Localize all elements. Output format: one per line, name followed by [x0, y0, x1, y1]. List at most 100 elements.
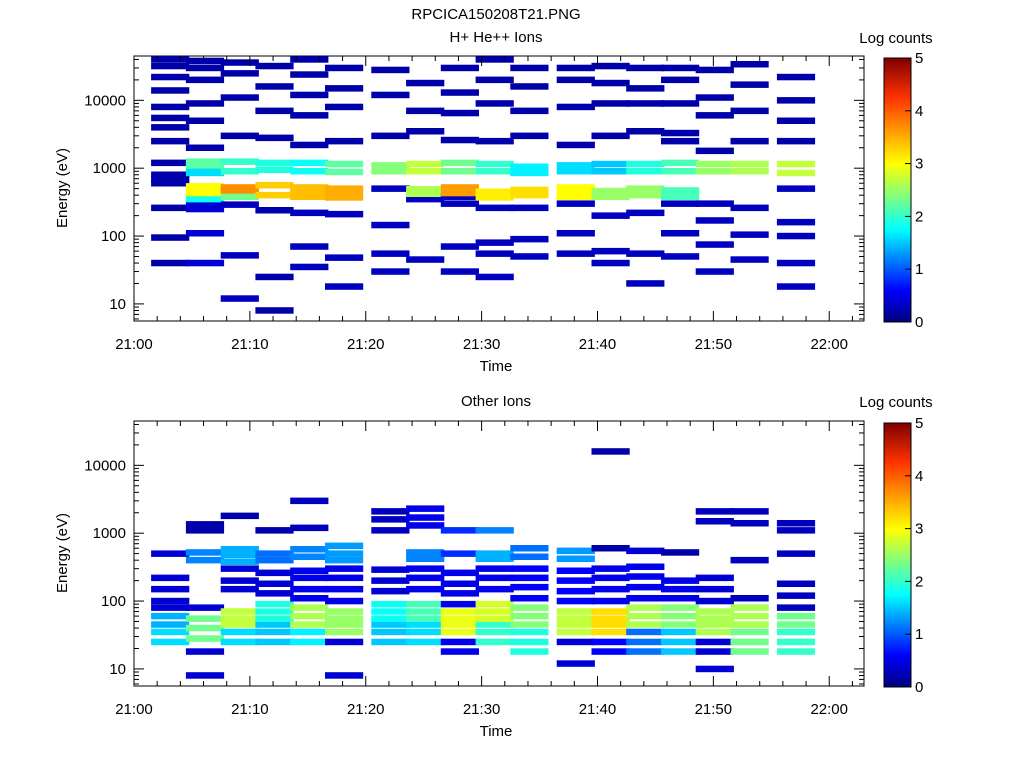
spectrogram-cell: [220, 70, 259, 77]
spectrogram-cell: [406, 600, 445, 608]
spectrogram-cell: [661, 253, 700, 260]
spectrogram-cell: [475, 615, 514, 622]
spectrogram-cell: [255, 166, 294, 173]
spectrogram-cell: [290, 188, 329, 195]
spectrogram-cell: [406, 128, 445, 135]
spectrogram-cell: [290, 546, 329, 553]
spectrogram-cell: [406, 256, 445, 263]
spectrogram-cell: [255, 556, 294, 564]
y-axis: 10 100 1000 10000: [84, 423, 864, 685]
spectrogram-cell: [475, 194, 514, 201]
spectrogram-cell: [151, 550, 190, 557]
spectrogram-cell: [325, 556, 364, 564]
spectrogram-cell: [730, 556, 769, 564]
spectrogram-cell: [255, 638, 294, 646]
spectrogram-cell: [475, 555, 514, 562]
spectrogram-cell: [151, 612, 190, 620]
spectrogram-cell: [220, 59, 259, 66]
colorbar: 0 1 2 3 4 5: [883, 50, 923, 331]
spectrogram-cell: [371, 516, 410, 523]
spectrogram-cell: [510, 638, 549, 646]
spectrogram-cell: [661, 187, 700, 194]
spectrogram-cell: [695, 518, 734, 525]
spectrogram-cell: [730, 638, 769, 646]
spectrogram-cell: [406, 160, 445, 168]
x-tick-label: 21:40: [579, 336, 617, 353]
spectrogram-cell: [371, 168, 410, 175]
spectrogram-cell: [776, 520, 816, 527]
colorbar-tick-label: 5: [915, 415, 923, 432]
colorbar-tick-label: 0: [915, 314, 923, 331]
spectrogram-cell: [255, 600, 294, 608]
spectrogram-cell: [510, 553, 549, 560]
spectrogram-cell: [440, 527, 479, 534]
spectrogram-cell: [730, 612, 769, 620]
spectrogram-cell: [475, 160, 514, 168]
spectrogram-cell: [185, 57, 225, 65]
y-tick-label: 1000: [93, 160, 126, 177]
spectrogram-cell: [371, 608, 410, 615]
spectrogram-cell: [185, 549, 225, 556]
spectrogram-cell: [626, 160, 665, 168]
spectrogram-cell: [556, 184, 595, 191]
spectrogram-cell: [255, 615, 294, 622]
spectrogram-cell: [371, 587, 410, 595]
x-tick-label: 21:20: [347, 336, 385, 353]
spectrogram-cell: [325, 638, 364, 646]
spectrogram-cell: [406, 186, 445, 193]
y-tick-label: 10000: [84, 457, 126, 474]
spectrogram-cell: [695, 66, 734, 74]
spectrogram-cell: [626, 128, 665, 135]
spectrogram-cell: [776, 169, 816, 177]
spectrogram-cell: [371, 221, 410, 229]
spectrogram-cell: [475, 550, 514, 557]
spectrogram-cell: [406, 522, 445, 529]
y-axis: 10 100 1000 10000: [84, 58, 864, 320]
spectrogram-cell: [185, 205, 225, 213]
spectrogram-cell: [730, 604, 769, 611]
spectrogram-cell: [730, 621, 769, 628]
spectrogram-cell: [591, 574, 630, 582]
spectrogram-cell: [406, 168, 445, 175]
spectrogram-cell: [185, 166, 225, 173]
spectrogram-cell: [220, 252, 259, 259]
colorbar-tick-label: 2: [915, 208, 923, 225]
spectrogram-cell: [510, 163, 549, 170]
spectrogram-cell: [325, 672, 364, 679]
spectrogram-cell: [290, 159, 329, 167]
x-axis: 21:00 21:10 21:20 21:30 21:40 21:50 22:00: [115, 421, 853, 718]
y-tick-label: 10: [109, 296, 126, 313]
spectrogram-cell: [325, 194, 364, 201]
colorbar-tick-label: 3: [915, 521, 923, 538]
spectrogram-cell: [661, 638, 700, 646]
spectrogram-cell: [185, 648, 225, 655]
spectrogram-cell: [406, 505, 445, 512]
spectrogram-cell: [510, 545, 549, 552]
spectrogram-cell: [510, 612, 549, 620]
spectrogram-cell: [440, 628, 479, 636]
spectrogram-cell: [440, 64, 479, 72]
spectrogram-cell: [325, 103, 364, 111]
spectrogram-cell: [406, 638, 445, 646]
spectrogram-cell: [475, 621, 514, 628]
spectrogram-cell: [255, 608, 294, 615]
spectrogram-cell: [220, 638, 259, 646]
spectrogram-cell: [776, 97, 816, 104]
spectrogram-cell: [371, 600, 410, 608]
x-tick-label: 21:20: [347, 701, 385, 718]
spectrogram-cell: [591, 608, 630, 615]
spectrogram-cell: [151, 137, 190, 145]
spectrogram-cell: [440, 648, 479, 655]
page-title: RPCICA150208T21.PNG: [411, 6, 580, 23]
spectrogram-cell: [371, 508, 410, 515]
spectrogram-cell: [661, 621, 700, 628]
spectrogram-cell: [510, 604, 549, 611]
spectrogram-cell: [290, 184, 329, 191]
spectrogram-cell: [695, 268, 734, 275]
spectrogram-cell: [440, 600, 479, 608]
spectrogram-cell: [695, 585, 734, 593]
spectrogram-cell: [591, 448, 630, 455]
spectrogram-cell: [776, 648, 816, 655]
spectrogram-cell: [626, 185, 665, 192]
spectrogram-cell: [510, 253, 549, 260]
